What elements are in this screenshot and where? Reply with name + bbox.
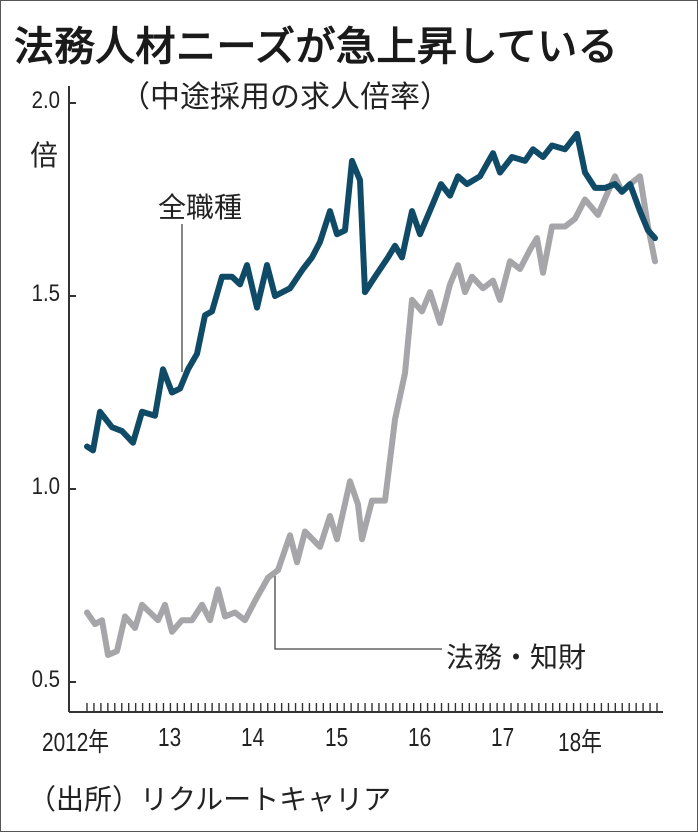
x-tick-label: 16 (408, 722, 432, 752)
source-note: （出所）リクルートキャリア (28, 783, 392, 816)
annotation-legal: 法務・知財 (446, 641, 587, 674)
data-lines (84, 130, 658, 658)
y-axis-unit: 倍 (30, 139, 59, 172)
series-line-legal (84, 173, 658, 658)
chart-title: 法務人材ニーズが急上昇している (14, 24, 619, 70)
x-tick-label: 15 (325, 722, 349, 752)
y-tick-label: 1.0 (31, 473, 60, 500)
annotation-all-jobs: 全職種 (158, 191, 243, 224)
y-tick-label: 0.5 (31, 666, 60, 693)
axes (68, 86, 663, 713)
y-tick-label: 1.5 (31, 280, 60, 307)
x-tick-label: 2012年 (42, 727, 110, 757)
chart-subtitle: （中途採用の求人倍率） (120, 80, 450, 115)
annotation-leader-lines (181, 224, 442, 650)
y-tick-label: 2.0 (31, 87, 60, 114)
x-tick-label: 14 (241, 722, 265, 752)
x-tick-label: 18年 (558, 727, 602, 757)
x-tick-label: 13 (158, 722, 182, 752)
leader-line-legal (274, 575, 442, 650)
x-tick-label: 17 (491, 722, 515, 752)
series-line-all-jobs (84, 130, 658, 454)
